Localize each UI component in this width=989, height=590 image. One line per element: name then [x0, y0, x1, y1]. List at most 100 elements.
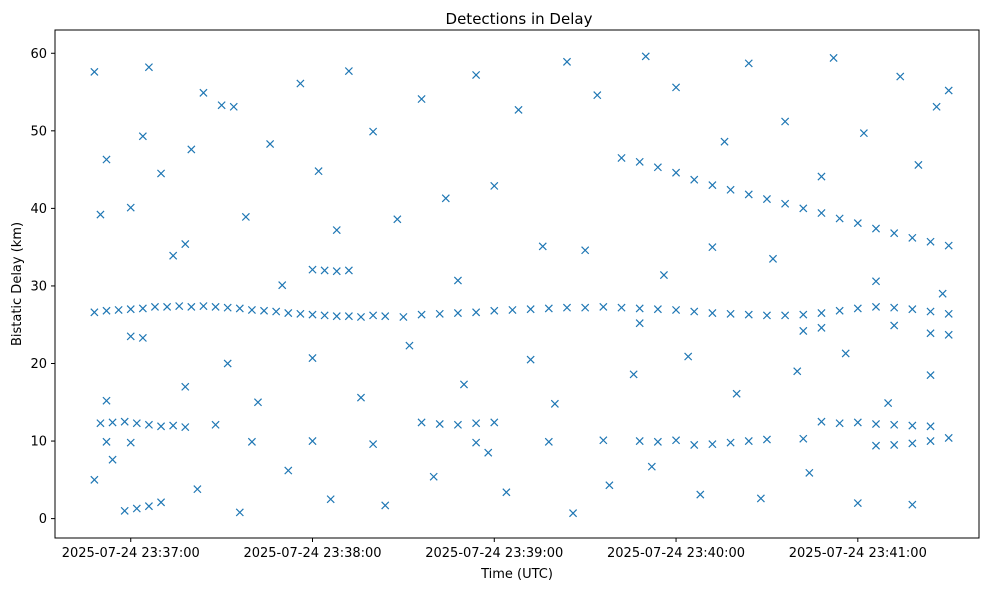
- data-point: [217, 101, 226, 110]
- data-point: [138, 132, 147, 141]
- data-point: [369, 127, 378, 136]
- data-point: [157, 422, 166, 431]
- data-point: [126, 438, 135, 447]
- data-point: [247, 437, 256, 446]
- data-point: [884, 399, 893, 408]
- data-point: [908, 421, 917, 430]
- data-point: [635, 304, 644, 313]
- data-point: [835, 214, 844, 223]
- data-point: [690, 307, 699, 316]
- data-point: [247, 305, 256, 315]
- data-point: [90, 475, 99, 484]
- data-point: [817, 172, 826, 181]
- data-point: [781, 311, 790, 320]
- data-point: [169, 421, 178, 430]
- data-point: [781, 117, 790, 126]
- data-point: [569, 509, 578, 518]
- data-point: [744, 190, 753, 199]
- data-point: [762, 435, 771, 444]
- data-point: [799, 326, 808, 335]
- data-point: [187, 302, 196, 311]
- data-point: [278, 281, 287, 290]
- data-point: [429, 472, 438, 481]
- data-point: [708, 440, 717, 449]
- data-point: [829, 53, 838, 62]
- data-point: [132, 419, 141, 428]
- data-point: [926, 371, 935, 380]
- data-point: [514, 105, 523, 114]
- data-point: [138, 304, 147, 313]
- data-point: [762, 195, 771, 204]
- data-point: [817, 417, 826, 426]
- data-point: [690, 175, 699, 184]
- data-point: [599, 436, 608, 445]
- data-point: [453, 309, 462, 318]
- data-point: [502, 488, 511, 497]
- data-point: [944, 309, 953, 318]
- data-point: [108, 455, 117, 464]
- x-tick-label: 2025-07-24 23:38:00: [243, 546, 381, 561]
- data-point: [641, 52, 650, 61]
- x-tick-label: 2025-07-24 23:37:00: [62, 546, 200, 561]
- data-point: [672, 436, 681, 445]
- data-point: [805, 468, 814, 477]
- data-point: [581, 246, 590, 255]
- data-point: [108, 418, 117, 427]
- data-point: [799, 204, 808, 213]
- data-point: [229, 102, 238, 111]
- data-point: [659, 271, 668, 280]
- data-point: [223, 303, 232, 312]
- data-point: [296, 309, 305, 318]
- data-point: [926, 329, 935, 338]
- data-point: [708, 181, 717, 190]
- data-point: [126, 203, 135, 212]
- data-point: [756, 494, 765, 503]
- y-tick-label: 30: [30, 279, 47, 294]
- data-point: [308, 354, 317, 363]
- data-point: [381, 501, 390, 510]
- data-point: [144, 420, 153, 429]
- y-tick-label: 60: [30, 47, 47, 62]
- data-point: [199, 88, 208, 97]
- data-point: [684, 352, 693, 361]
- data-point: [157, 498, 166, 507]
- data-point: [102, 396, 111, 405]
- data-point: [720, 137, 729, 146]
- data-point: [144, 502, 153, 511]
- data-point: [890, 440, 899, 449]
- data-point: [944, 86, 953, 95]
- data-point: [890, 321, 899, 330]
- x-tick-label: 2025-07-24 23:40:00: [607, 546, 745, 561]
- data-point: [417, 310, 426, 319]
- data-point: [435, 309, 444, 318]
- data-point: [799, 434, 808, 443]
- chart-title: Detections in Delay: [446, 10, 593, 28]
- data-point: [96, 210, 105, 219]
- data-point: [744, 437, 753, 446]
- data-point: [762, 311, 771, 320]
- data-point: [181, 240, 190, 249]
- data-point: [114, 305, 123, 315]
- data-point: [781, 199, 790, 208]
- data-point: [938, 289, 947, 298]
- data-point: [308, 310, 317, 319]
- data-point: [344, 312, 353, 321]
- data-point: [344, 67, 353, 76]
- data-point: [605, 481, 614, 490]
- data-point: [696, 490, 705, 499]
- data-point: [708, 243, 717, 252]
- data-point: [526, 355, 535, 364]
- data-point: [253, 398, 263, 407]
- data-point: [871, 224, 881, 233]
- data-point: [441, 194, 450, 203]
- data-point: [617, 303, 626, 312]
- data-point: [241, 212, 250, 221]
- y-tick-label: 40: [30, 202, 47, 217]
- data-point: [417, 95, 426, 104]
- data-point: [320, 311, 329, 320]
- plot-area-frame: [54, 29, 980, 539]
- data-point: [908, 305, 917, 314]
- x-tick-label: 2025-07-24 23:41:00: [789, 546, 927, 561]
- data-point: [793, 367, 802, 376]
- x-axis: 2025-07-24 23:37:00 2025-07-24 23:38:00 20…: [62, 538, 927, 561]
